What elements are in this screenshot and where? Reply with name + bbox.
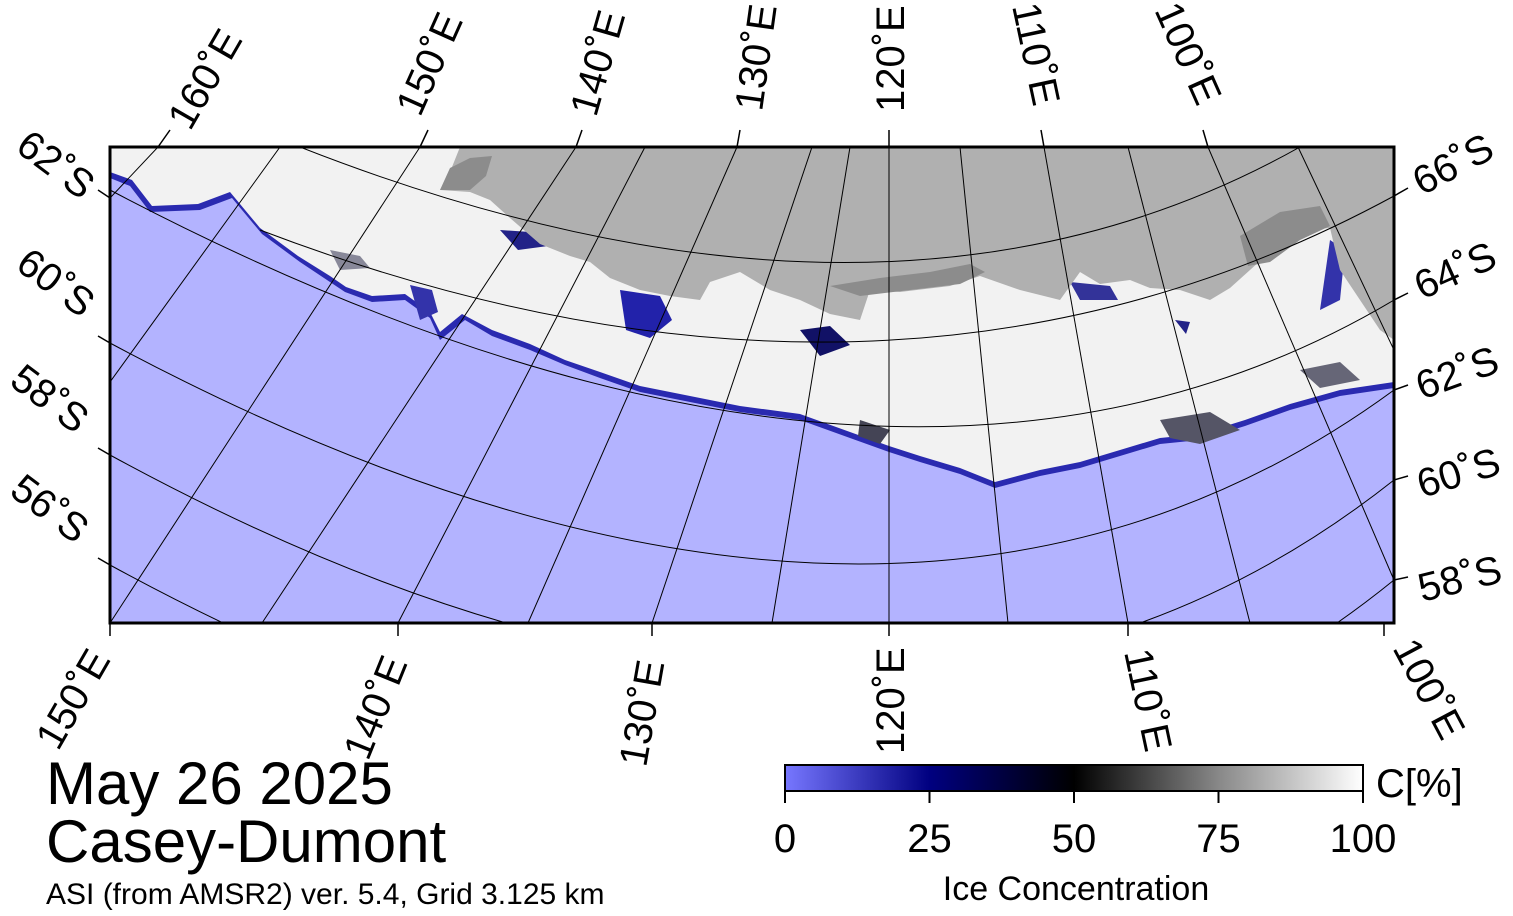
meridian-160E xyxy=(110,147,159,199)
lon-label-110E-top: 110˚E xyxy=(1003,0,1068,109)
map-region-title: Casey-Dumont xyxy=(46,808,447,875)
colorbar-tick-label: 50 xyxy=(1052,817,1097,861)
lon-label-150E-top: 150˚E xyxy=(388,6,472,121)
colorbar-unit: C[%] xyxy=(1376,762,1463,806)
map-frame xyxy=(108,145,1396,625)
lon-label-150E-bottom: 150˚E xyxy=(28,642,119,756)
meridian-110E xyxy=(1043,147,1129,623)
meridian-150E-b xyxy=(110,147,421,623)
lon-label-140E-top: 140˚E xyxy=(562,6,634,121)
lat-line-66S xyxy=(299,147,1301,263)
lon-label-110E-bottom: 110˚E xyxy=(1115,645,1180,756)
lon-label-100E-top: 100˚E xyxy=(1146,0,1230,111)
meridian-150E-a xyxy=(110,147,281,383)
map-content xyxy=(110,147,1394,623)
colorbar-tick-label: 0 xyxy=(774,817,796,861)
meridian-130E-b xyxy=(651,147,813,623)
lon-label-130E-bottom: 130˚E xyxy=(612,657,674,770)
colorbar-ticks: 0 25 50 75 100 xyxy=(774,791,1397,861)
lat-label-64S-right: 64˚S xyxy=(1408,234,1503,309)
meridian-140E-b xyxy=(397,147,646,623)
frame-ticks xyxy=(97,129,1409,636)
colorbar-bar xyxy=(784,764,1364,792)
colorbar: 0 25 50 75 100 C[%] Ice Concentration xyxy=(774,762,1463,908)
left-lat-labels: 62˚S 60˚S 58˚S 56˚S xyxy=(3,122,103,552)
ice-shelf xyxy=(440,156,492,190)
graticule xyxy=(110,147,1394,623)
lon-label-120E-bottom: 120˚E xyxy=(869,647,913,754)
right-lat-labels: 66˚S 64˚S 62˚S 60˚S 58˚S xyxy=(1406,125,1507,610)
lat-line-58S xyxy=(110,454,1394,623)
lat-label-58S-right: 58˚S xyxy=(1414,548,1507,611)
lon-label-160E: 160˚E xyxy=(160,22,251,136)
lon-label-130E-top: 130˚E xyxy=(727,1,785,113)
meridian-125E xyxy=(771,147,851,623)
lon-label-140E-bottom: 140˚E xyxy=(336,650,417,765)
map-source-note: ASI (from AMSR2) ver. 5.4, Grid 3.125 km xyxy=(46,878,605,911)
meridian-130E xyxy=(527,147,738,623)
colorbar-tick-label: 25 xyxy=(907,817,952,861)
ice-texture xyxy=(330,230,1360,444)
colorbar-label: Ice Concentration xyxy=(943,870,1210,908)
lon-label-100E-bottom: 100˚E xyxy=(1384,632,1473,747)
top-lon-labels: 160˚E 150˚E 140˚E 130˚E 120˚E 110˚E 100˚… xyxy=(160,0,1230,137)
ice-shelf xyxy=(830,264,985,296)
lat-line-64S xyxy=(259,195,1394,343)
colorbar-tick-label: 100 xyxy=(1330,817,1397,861)
lat-label-60S-right: 60˚S xyxy=(1412,440,1506,507)
bottom-lon-labels: 150˚E 140˚E 130˚E 120˚E 110˚E 100˚E xyxy=(28,632,1473,770)
map-date-title: May 26 2025 xyxy=(46,750,393,817)
lon-label-120E-top: 120˚E xyxy=(869,5,913,112)
lat-label-56S-left: 56˚S xyxy=(3,466,97,552)
meridian-115E xyxy=(959,147,1009,623)
meridian-105E xyxy=(1127,147,1251,623)
lat-label-60S-left: 60˚S xyxy=(9,240,103,326)
meridian-95E xyxy=(1297,147,1394,351)
lat-label-66S-right: 66˚S xyxy=(1406,125,1501,204)
antarctic-land xyxy=(440,147,1394,340)
colorbar-tick-label: 75 xyxy=(1196,817,1241,861)
lat-line-62S xyxy=(110,189,1394,428)
lat-label-62S-right: 62˚S xyxy=(1410,338,1504,408)
meridian-100E xyxy=(1207,147,1394,581)
lat-label-58S-left: 58˚S xyxy=(3,356,97,442)
ice-shelf xyxy=(1240,206,1330,266)
lat-line-60S xyxy=(110,342,1394,565)
lat-label-62S-left: 62˚S xyxy=(9,122,103,208)
meridian-140E-a xyxy=(261,147,577,623)
